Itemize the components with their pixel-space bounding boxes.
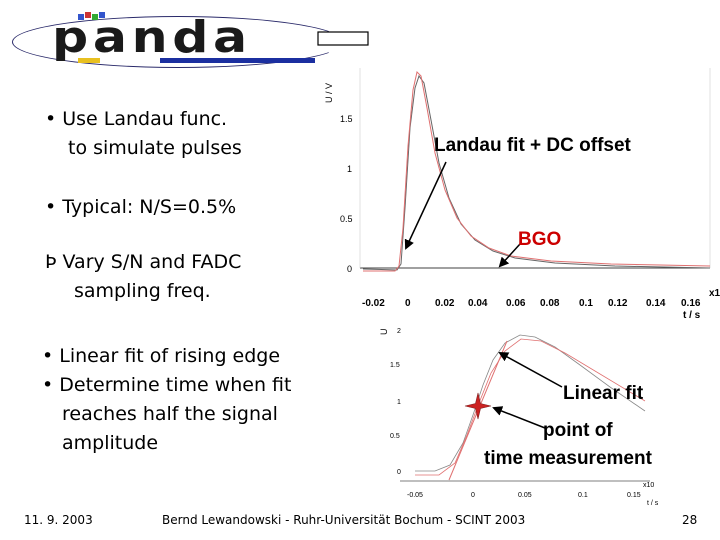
x-unit: x1: [709, 288, 720, 299]
time-measurement-label: time measurement: [484, 448, 652, 469]
x-tick: -0.05: [407, 492, 423, 499]
x-tick: 0: [405, 298, 411, 309]
y-tick-0: 0: [347, 264, 352, 274]
x-unit: x10: [643, 482, 654, 489]
footer-author: Bernd Lewandowski - Ruhr-Universität Boc…: [162, 513, 526, 527]
x-tick: 0.1: [579, 298, 593, 309]
x-tick: 0.05: [518, 492, 532, 499]
bullet-determine-cont1: reaches half the signal: [62, 403, 278, 425]
bullet-determine: • Determine time when fit: [42, 374, 292, 396]
time-point-star-icon: [464, 392, 492, 420]
y-tick-1.5: 1.5: [340, 114, 353, 124]
arrow-linear: [498, 352, 563, 388]
arrow-point: [492, 406, 546, 429]
x-axis-label: t / s: [647, 500, 659, 507]
landau-fit-curve: [363, 71, 711, 272]
x-tick: 0.12: [608, 298, 628, 309]
bgo-label: BGO: [518, 229, 562, 250]
bullet-typical: • Typical: N/S=0.5%: [45, 196, 237, 218]
arrow-bgo: [498, 243, 521, 268]
y-tick: 1: [397, 399, 401, 406]
y-tick: 1.5: [390, 362, 400, 369]
legend-box: [317, 31, 369, 46]
x-tick: 0.06: [506, 298, 526, 309]
point-of-label: point of: [543, 420, 613, 441]
logo-blue-bar: [160, 58, 315, 63]
x-tick: 0.15: [627, 492, 641, 499]
x-tick: 0: [471, 492, 475, 499]
x-tick: -0.02: [362, 298, 385, 309]
rising-fit-curve: [415, 338, 646, 476]
y-tick-0.5: 0.5: [340, 214, 353, 224]
bullet-determine-cont2: amplitude: [62, 432, 159, 454]
x-tick: 0.16: [681, 298, 701, 309]
pulse-data-curve: [362, 74, 711, 271]
linear-fit-label: Linear fit: [563, 383, 644, 404]
y-tick: 0.5: [390, 433, 400, 440]
y-tick-1: 1: [347, 164, 352, 174]
y-tick: 2: [397, 328, 401, 335]
y-axis-label: U / V: [324, 83, 334, 103]
arrow-landau: [404, 161, 447, 250]
y-axis-label: U: [379, 329, 389, 336]
logo: panda: [52, 12, 252, 63]
rising-data-curve: [415, 334, 646, 472]
rising-edge-plot: U 2 1.5 1 0.5 0 -0.05 0 0.05 0.1 0.15 x1…: [379, 328, 659, 507]
x-tick: 0.14: [646, 298, 666, 309]
bullet-linear-fit: • Linear fit of rising edge: [42, 345, 281, 367]
bullet-landau: • Use Landau func.: [45, 108, 228, 130]
page-number: 28: [682, 513, 698, 527]
logo-yellow-bar: [78, 58, 100, 63]
landau-pulse-plot: U / V 1.5 1 0.5 0 -0.02 0 0.02 0.04 0.06…: [317, 31, 720, 321]
logo-dots: [78, 12, 106, 22]
x-axis-label: t / s: [683, 310, 701, 321]
x-tick: 0.1: [578, 492, 588, 499]
bullet-landau-cont: to simulate pulses: [68, 137, 242, 159]
y-tick: 0: [397, 469, 401, 476]
bullet-vary: Þ Vary S/N and FADC: [45, 251, 242, 273]
logo-oval: [12, 16, 344, 68]
landau-fit-label: Landau fit + DC offset: [434, 135, 631, 156]
bullet-vary-cont: sampling freq.: [74, 280, 211, 302]
x-tick: 0.08: [540, 298, 560, 309]
x-tick: 0.04: [468, 298, 488, 309]
x-tick: 0.02: [435, 298, 455, 309]
footer-date: 11. 9. 2003: [24, 513, 93, 527]
